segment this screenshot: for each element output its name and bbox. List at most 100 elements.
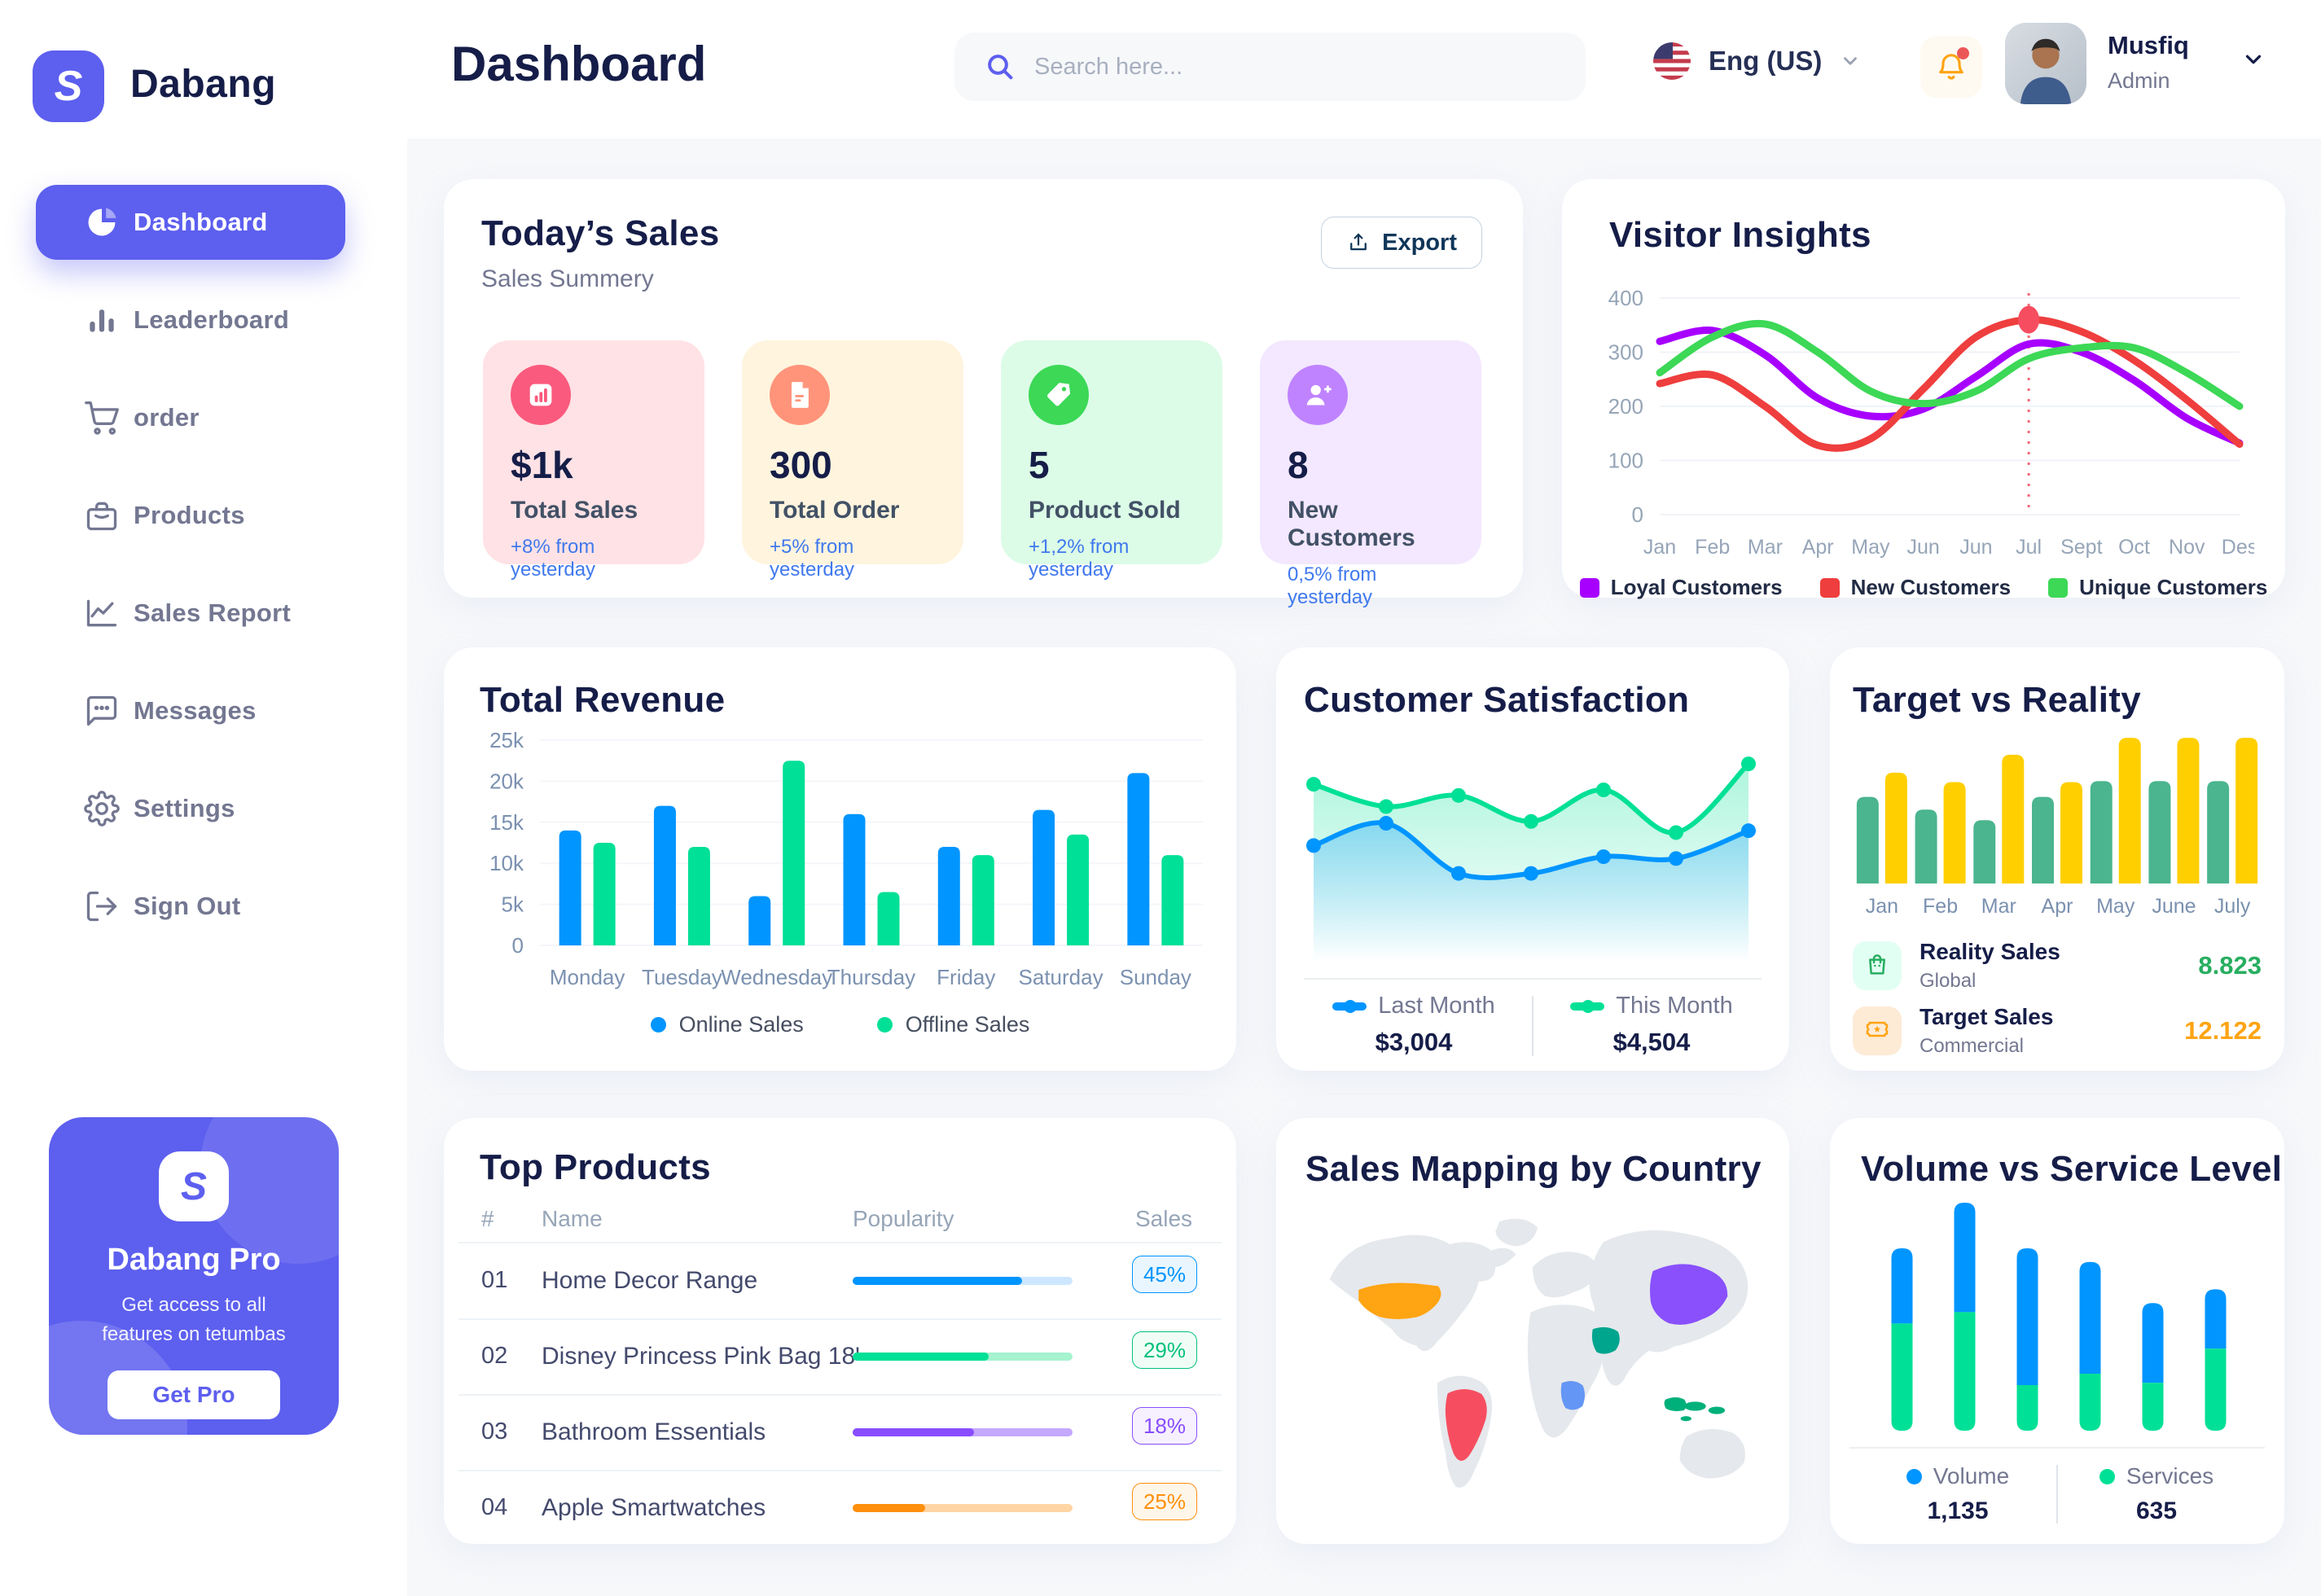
todays-sales-card: Today’s Sales Sales Summery Export $1k T… <box>444 179 1523 608</box>
sales-report-icon <box>83 594 121 632</box>
volume-vs-service-card: Volume vs Service Level Volume 1,135 Ser… <box>1830 1118 2284 1544</box>
language-selector[interactable]: Eng (US) <box>1653 42 1861 80</box>
table-row: 01 Home Decor Range 45% <box>444 1243 1236 1318</box>
avatar[interactable] <box>2005 23 2086 104</box>
popularity-bar <box>853 1353 1073 1361</box>
legend-dot <box>2099 1468 2115 1484</box>
svg-text:Jun: Jun <box>1959 536 1992 559</box>
promo-subtitle: Get access to all features on tetumbas <box>102 1294 286 1345</box>
svg-text:Feb: Feb <box>1923 895 1958 918</box>
promo-card: S Dabang Pro Get access to all features … <box>49 1117 339 1435</box>
search-input[interactable] <box>1034 53 1586 81</box>
reality-sales-value: 8.823 <box>2198 951 2262 980</box>
table-row: 04 Apple Smartwatches 25% <box>444 1470 1236 1546</box>
sidebar-item-products[interactable]: Products <box>36 478 345 553</box>
top-products-title: Top Products <box>480 1147 711 1187</box>
customer-satisfaction-chart <box>1301 729 1762 967</box>
legend-dot <box>876 1017 893 1033</box>
table-row: 02 Disney Princess Pink Bag 18' 29% <box>444 1318 1236 1394</box>
visitor-insights-card: Visitor Insights 0 100 200 300 400 Jan Feb Mar A… <box>1562 179 2285 600</box>
top-products-card: Top Products # Name Popularity Sales 01 … <box>444 1118 1236 1544</box>
total-revenue-chart: 0 5k 10k 15k 20k 25k Monday Tuesday Wednesday Thu… <box>476 728 1209 998</box>
divider <box>458 1470 1222 1471</box>
notifications-button[interactable] <box>1920 36 1982 98</box>
svg-text:Mar: Mar <box>1748 536 1783 559</box>
brand-name: Dabang <box>130 63 277 106</box>
target-sales-value: 12.122 <box>2184 1016 2262 1045</box>
svg-text:15k: 15k <box>489 810 524 835</box>
svg-text:Jan: Jan <box>1866 895 1898 918</box>
visitor-insights-legend: Loyal Customers New Customers Unique Cus… <box>1562 575 2285 600</box>
customer-satisfaction-card: Customer Satisfaction Last Month $3,004 … <box>1276 647 1789 1071</box>
sidebar-item-leaderboard[interactable]: Leaderboard <box>36 283 345 357</box>
page-title: Dashboard <box>451 37 707 91</box>
total-revenue-legend: Online Sales Offline Sales <box>444 1012 1236 1037</box>
customers-icon <box>1288 365 1348 425</box>
svg-text:300: 300 <box>1608 340 1643 365</box>
language-label: Eng (US) <box>1709 46 1823 76</box>
order-icon <box>770 365 830 425</box>
get-pro-button[interactable]: Get Pro <box>107 1370 280 1419</box>
legend-swatch <box>1819 577 1840 598</box>
svg-text:May: May <box>2096 895 2135 918</box>
products-icon <box>83 497 121 534</box>
svg-text:Sept: Sept <box>2060 536 2102 559</box>
sidebar-item-sign-out[interactable]: Sign Out <box>36 869 345 944</box>
sidebar-item-order[interactable]: order <box>36 380 345 455</box>
svg-text:Oct: Oct <box>2118 536 2150 559</box>
settings-icon <box>83 790 121 827</box>
target-sales-legend: Target Sales Commercial 12.122 <box>1853 1004 2262 1058</box>
customer-satisfaction-title: Customer Satisfaction <box>1304 680 1690 720</box>
ticket-icon <box>1864 1016 1890 1046</box>
country-indonesia[interactable] <box>1664 1397 1726 1422</box>
svg-text:Monday: Monday <box>550 965 625 989</box>
sidebar-item-settings[interactable]: Settings <box>36 771 345 846</box>
this-month-total: $4,504 <box>1612 1028 1691 1056</box>
divider <box>458 1318 1222 1320</box>
svg-text:Apr: Apr <box>2042 895 2073 918</box>
services-total: 635 <box>2135 1497 2178 1524</box>
country-brazil[interactable] <box>1445 1388 1487 1461</box>
country-china[interactable] <box>1649 1264 1728 1325</box>
chevron-down-icon <box>1844 57 1858 65</box>
sold-icon <box>1029 365 1089 425</box>
target-vs-reality-title: Target vs Reality <box>1853 680 2141 720</box>
sales-mapping-title: Sales Mapping by Country <box>1305 1149 1762 1189</box>
country-drcongo[interactable] <box>1560 1381 1586 1410</box>
svg-text:Des: Des <box>2222 536 2254 559</box>
svg-text:100: 100 <box>1608 449 1643 473</box>
country-saudi[interactable] <box>1591 1326 1620 1354</box>
user-role: Admin <box>2108 68 2170 93</box>
col-header-popularity: Popularity <box>853 1206 954 1231</box>
leaderboard-icon <box>83 301 121 339</box>
col-header-sales: Sales <box>1135 1206 1193 1231</box>
stat-card: $1k Total Sales +8% from yesterday <box>483 340 704 581</box>
divider <box>458 1394 1222 1396</box>
divider <box>1532 996 1533 1056</box>
export-button[interactable]: Export <box>1321 217 1482 269</box>
svg-text:Friday: Friday <box>937 965 995 989</box>
col-header-name: Name <box>542 1206 603 1231</box>
visitor-insights-chart: 0 100 200 300 400 Jan Feb Mar Apr May Jun Jun Jul Sep… <box>1595 275 2258 568</box>
dashboard-icon <box>83 204 121 241</box>
sales-badge: 25% <box>1132 1483 1197 1520</box>
sidebar-nav: Dashboard Leaderboard order Products Sal… <box>0 185 407 967</box>
total-revenue-title: Total Revenue <box>480 680 726 720</box>
svg-text:20k: 20k <box>489 769 524 793</box>
svg-text:Jan: Jan <box>1643 536 1676 559</box>
chevron-down-icon[interactable] <box>2241 47 2266 72</box>
country-usa[interactable] <box>1358 1282 1441 1319</box>
stat-grid: $1k Total Sales +8% from yesterday 300 T… <box>483 340 1481 608</box>
stat-card: 300 Total Order +5% from yesterday <box>742 340 963 581</box>
svg-text:5k: 5k <box>502 892 524 917</box>
sidebar-item-dashboard[interactable]: Dashboard <box>36 185 345 260</box>
legend-marker <box>1570 999 1605 1013</box>
visitor-insights-title: Visitor Insights <box>1609 215 1871 255</box>
popularity-bar <box>853 1277 1073 1285</box>
divider <box>1304 978 1762 980</box>
col-header-num: # <box>481 1206 494 1231</box>
svg-text:25k: 25k <box>489 729 524 752</box>
sidebar-item-sales-report[interactable]: Sales Report <box>36 576 345 651</box>
sidebar-item-messages[interactable]: Messages <box>36 673 345 748</box>
svg-text:400: 400 <box>1608 286 1643 310</box>
